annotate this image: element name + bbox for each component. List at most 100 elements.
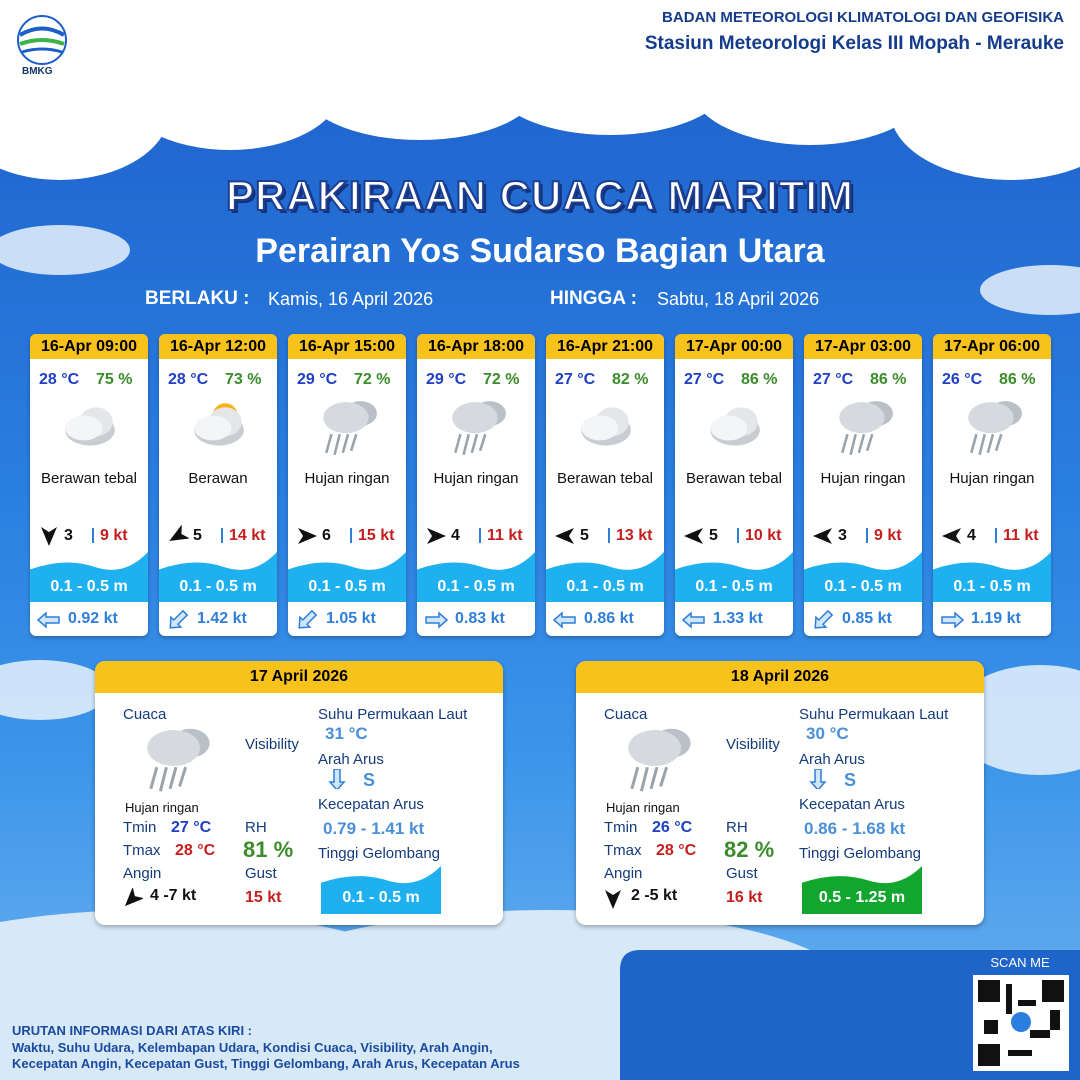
legend-line: Waktu, Suhu Udara, Kelembapan Udara, Kon… <box>12 1040 493 1055</box>
gust: 11 kt <box>1003 527 1039 544</box>
current-dir-label: Arah Arus <box>799 751 865 768</box>
gust: 14 kt <box>229 527 266 544</box>
forecast-card: 16-Apr 15:00 29 °C 72 % Hujan ringan 6 15 kt 0… <box>288 334 406 636</box>
wind: 2 -5 kt <box>631 887 678 904</box>
wave-band <box>159 552 277 607</box>
icon <box>140 724 212 801</box>
current-arrow <box>298 609 318 629</box>
gust-label: Gust <box>726 865 758 882</box>
forecast-card: 17-Apr 06:00 26 °C 86 % Hujan ringan 4 11 kt 0… <box>933 334 1051 636</box>
qr-backdrop <box>620 950 1080 1080</box>
qr-pattern <box>978 980 1064 1066</box>
bmkg-logo <box>17 15 67 65</box>
visibility-label: Visibility <box>726 736 780 753</box>
wave-band <box>546 552 664 607</box>
time: 16-Apr 09:00 <box>30 334 148 359</box>
gust: 15 kt <box>358 527 395 544</box>
tmin-label: Tmin <box>123 819 157 836</box>
forecast-card: 17-Apr 03:00 27 °C 86 % Hujan ringan 3 9 kt 0.… <box>804 334 922 636</box>
wave-band <box>321 866 441 919</box>
gust: 9 kt <box>874 527 902 544</box>
cloud-part <box>968 402 1014 434</box>
current-arrow <box>36 611 60 629</box>
current-speed: 1.33 kt <box>713 610 763 627</box>
wind-arrow <box>602 888 624 915</box>
scan-me: SCAN ME <box>990 955 1050 970</box>
wave-shape <box>804 552 922 602</box>
gust: 11 kt <box>487 527 523 544</box>
tmax: 28 °C <box>656 842 697 859</box>
gust: 9 kt <box>100 527 128 544</box>
icon <box>59 397 121 464</box>
icon <box>704 397 766 464</box>
current-speed: 0.86 kt <box>584 610 634 627</box>
wave-band <box>30 552 148 607</box>
daily-panel: 18 April 2026 Cuaca Hujan ringan Visibility… <box>576 661 984 925</box>
wind-arrow <box>298 528 317 544</box>
temperature: 28 °C <box>168 371 209 388</box>
current-arrow <box>814 609 834 629</box>
weather: Hujan ringan <box>820 470 906 487</box>
humidity: 86 % <box>741 371 778 388</box>
current-speed-label: Kecepatan Arus <box>318 796 424 813</box>
valid-to: Sabtu, 18 April 2026 <box>657 289 820 309</box>
current-speed: 0.86 - 1.68 kt <box>804 819 906 838</box>
wind-arrow <box>121 886 145 915</box>
wind-speed: 4 <box>967 527 976 544</box>
cloud-part <box>194 415 232 441</box>
legend-title: URUTAN INFORMASI DARI ATAS KIRI : <box>12 1023 252 1038</box>
daily-panel: 17 April 2026 Cuaca Hujan ringan Visibility… <box>95 661 503 925</box>
rain <box>630 766 669 792</box>
current-dir: S <box>363 770 376 790</box>
forecast-card: 16-Apr 12:00 28 °C 73 % Berawan 5 14 kt 0.1 - … <box>159 334 277 636</box>
tmax: 28 °C <box>175 842 216 859</box>
wave-band <box>804 552 922 607</box>
date: 17 April 2026 <box>95 661 503 693</box>
temperature: 27 °C <box>555 371 596 388</box>
wind-arrow <box>683 525 705 552</box>
sst: 31 °C <box>325 724 368 743</box>
tmin: 27 °C <box>171 819 212 836</box>
time: 16-Apr 15:00 <box>288 334 406 359</box>
wave-shape <box>159 552 277 602</box>
temperature: 28 °C <box>39 371 80 388</box>
humidity: 82 % <box>612 371 649 388</box>
legend-line: Kecepatan Angin, Kecepatan Gust, Tinggi … <box>12 1056 520 1071</box>
weather: Berawan tebal <box>41 470 137 487</box>
wind-arrow <box>684 528 703 544</box>
wind-arrow <box>812 525 834 552</box>
cloud-part <box>323 402 369 434</box>
current-arrow <box>324 768 350 794</box>
humidity: 72 % <box>483 371 520 388</box>
wave-label: Tinggi Gelombang <box>318 845 441 862</box>
icon <box>833 397 895 464</box>
wave-height: 0.1 - 0.5 m <box>308 578 386 595</box>
wave-shape <box>417 552 535 602</box>
tmin-label: Tmin <box>604 819 638 836</box>
wind-label: Angin <box>123 865 162 882</box>
current-dir-label: Arah Arus <box>318 751 384 768</box>
temperature: 29 °C <box>297 371 338 388</box>
wave-shape <box>546 552 664 602</box>
temperature: 26 °C <box>942 371 983 388</box>
wind-speed: 5 <box>580 527 589 544</box>
current-arrow <box>328 768 346 792</box>
wind-arrow <box>555 528 574 544</box>
weather-icon <box>194 403 244 446</box>
humidity: 75 % <box>96 371 133 388</box>
current-speed-label: Kecepatan Arus <box>799 796 905 813</box>
sst-label: Suhu Permukaan Laut <box>799 706 949 723</box>
wind-arrow <box>427 528 446 544</box>
wind-arrow <box>813 528 832 544</box>
wave: 0.5 - 1.25 m <box>818 889 906 906</box>
humidity: 86 % <box>870 371 907 388</box>
icon <box>962 397 1024 464</box>
wind-arrow <box>296 525 318 552</box>
cloud-part <box>581 415 619 441</box>
rain <box>454 433 487 456</box>
wave-band <box>417 552 535 607</box>
icon <box>575 397 637 464</box>
wind-speed: 3 <box>64 527 73 544</box>
wind: 4 -7 kt <box>150 887 197 904</box>
